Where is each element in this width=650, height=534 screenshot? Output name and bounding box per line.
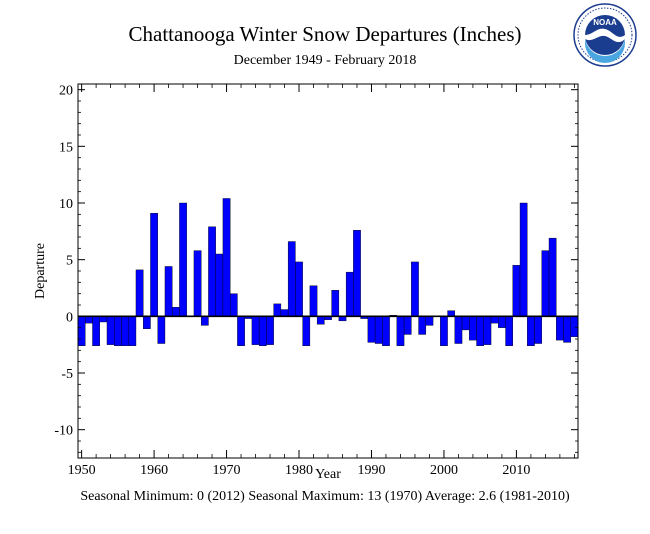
bar-1963 <box>171 307 180 317</box>
bar-2005 <box>476 316 484 346</box>
y-tick-label: 15 <box>59 140 73 155</box>
bar-1959 <box>143 316 151 329</box>
bar-1982 <box>309 285 318 317</box>
bar-1996 <box>411 261 419 317</box>
bar-1958 <box>135 269 144 317</box>
bar-1997 <box>418 316 427 335</box>
bar-1953 <box>99 316 108 323</box>
bar-1990 <box>367 316 376 343</box>
bar-1970 <box>222 198 231 317</box>
bar-1961 <box>157 316 166 344</box>
bar-series <box>77 198 579 346</box>
bar-2013 <box>534 316 542 344</box>
bar-2000 <box>440 316 448 346</box>
x-axis-label: Year <box>315 467 341 482</box>
y-tick-label: 0 <box>66 310 73 325</box>
bar-1950 <box>77 316 86 346</box>
bar-1976 <box>266 316 274 345</box>
chart-subtitle: December 1949 - February 2018 <box>233 53 417 68</box>
bar-1981 <box>302 316 311 346</box>
bar-2010 <box>512 265 521 317</box>
bar-2012 <box>527 316 535 346</box>
bar-1968 <box>208 226 216 317</box>
bar-1972 <box>237 316 245 346</box>
bar-1966 <box>193 250 202 317</box>
bar-2014 <box>541 250 550 317</box>
y-tick-label: 10 <box>59 197 73 212</box>
axes <box>77 83 579 459</box>
bar-2004 <box>469 316 477 341</box>
bar-1979 <box>287 241 296 317</box>
x-tick-label: 1960 <box>140 463 168 478</box>
noaa-logo-icon: NOAA <box>573 3 637 67</box>
y-tick-label: 5 <box>66 254 73 269</box>
bar-1995 <box>403 316 412 335</box>
bar-1991 <box>374 316 383 344</box>
bar-1977 <box>273 303 282 317</box>
bar-2011 <box>519 202 528 317</box>
bar-2006 <box>483 316 492 345</box>
bar-1969 <box>215 253 224 317</box>
bar-2018 <box>570 316 579 337</box>
x-tick-label: 1950 <box>68 463 96 478</box>
bar-2016 <box>556 316 564 341</box>
x-tick-label: 1970 <box>213 463 241 478</box>
y-tick-label: -5 <box>61 367 73 382</box>
bar-1987 <box>345 271 354 317</box>
y-axis-label: Departure <box>33 243 48 299</box>
bar-1951 <box>85 316 93 324</box>
chart-title: Chattanooga Winter Snow Departures (Inch… <box>128 22 522 46</box>
bar-1955 <box>114 316 122 346</box>
bar-2002 <box>454 316 463 344</box>
bar-1974 <box>251 316 260 345</box>
bar-1983 <box>316 316 325 325</box>
bar-1992 <box>382 316 390 346</box>
bar-2001 <box>447 310 456 317</box>
x-tick-label: 2000 <box>430 463 458 478</box>
bar-1962 <box>164 266 173 317</box>
bar-1960 <box>150 212 158 317</box>
bar-1975 <box>258 316 267 346</box>
bar-2007 <box>490 316 499 324</box>
bar-1964 <box>179 202 187 317</box>
bar-2009 <box>505 316 513 346</box>
x-tick-label: 1980 <box>285 463 313 478</box>
bar-1985 <box>331 290 340 317</box>
bar-1957 <box>128 316 137 346</box>
bar-2015 <box>548 237 557 317</box>
bar-1967 <box>200 316 209 326</box>
logo-text: NOAA <box>593 18 617 27</box>
bar-1988 <box>353 229 361 317</box>
bar-1998 <box>425 316 434 326</box>
y-tick-label: 20 <box>59 84 73 99</box>
bar-2017 <box>563 316 571 343</box>
bar-1978 <box>280 309 289 317</box>
bar-1952 <box>92 316 100 346</box>
x-tick-label: 2010 <box>502 463 530 478</box>
y-tick-label: -10 <box>54 424 73 439</box>
bar-1994 <box>396 316 405 346</box>
bar-2003 <box>461 316 470 331</box>
bar-2008 <box>498 316 506 328</box>
bar-1980 <box>295 261 303 317</box>
x-tick-label: 1990 <box>357 463 385 478</box>
bar-1971 <box>229 293 238 317</box>
chart-footer-stats: Seasonal Minimum: 0 (2012) Seasonal Maxi… <box>80 489 570 504</box>
bar-1954 <box>106 316 115 345</box>
bar-1956 <box>121 316 129 346</box>
